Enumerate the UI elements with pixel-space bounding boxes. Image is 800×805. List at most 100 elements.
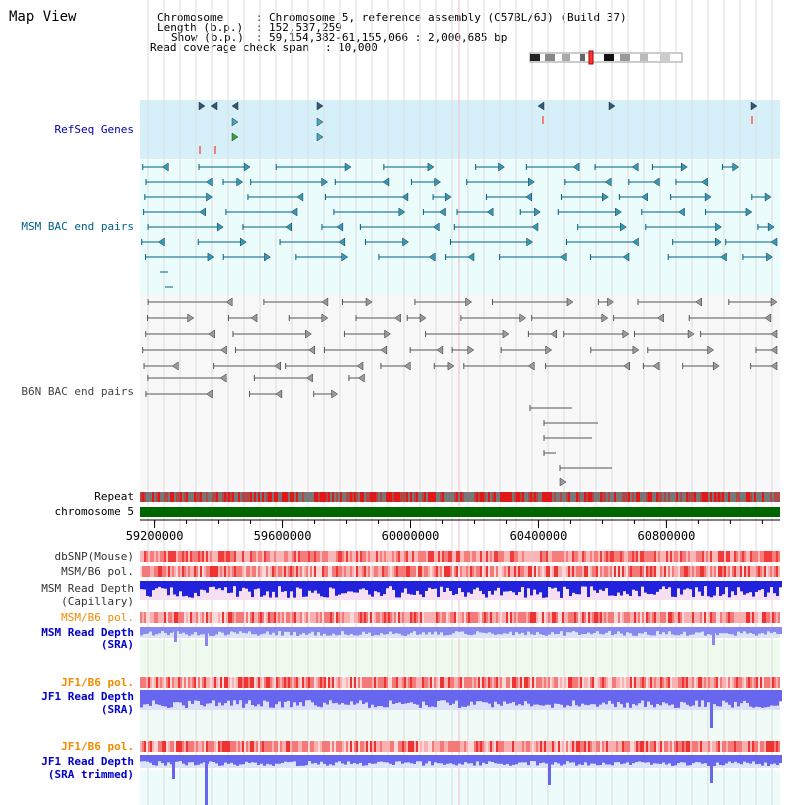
msm-b6-pol2-heat-cell: [216, 612, 218, 623]
msm-sra-depth-bar: [524, 627, 527, 636]
msm-bac-feature-arrow: [206, 192, 213, 202]
repeat-segment: [464, 492, 466, 502]
msm-cap-depth-bar: [356, 581, 359, 593]
jf1-sra-depth-bar: [287, 690, 290, 701]
b6n-bac-feature-arrow: [403, 361, 411, 371]
jf1-b6-pol2-heat-cell: [168, 741, 170, 752]
msm-b6-pol2-heat-cell: [586, 612, 588, 623]
dbsnp-heat-cell: [366, 551, 368, 562]
dbsnp-heat-cell: [410, 551, 412, 562]
jf1-trim-depth-bar: [452, 755, 455, 765]
msm-sra-depth-bar: [476, 627, 479, 632]
msm-sra-depth-bar: [761, 627, 764, 634]
msm-sra-depth-bar: [446, 627, 449, 636]
msm-bac-feature-arrow: [572, 162, 580, 172]
jf1-trim-depth-bar: [689, 755, 692, 766]
b6n-bac-feature-arrow: [436, 345, 444, 355]
jf1-sra-depth-bar: [326, 690, 329, 705]
jf1-b6-pol-heat-cell: [380, 677, 382, 688]
msm-b6-pol2-heat-cell: [494, 612, 496, 623]
jf1-b6-pol2-heat-cell: [712, 741, 714, 752]
jf1-trim-depth-bar: [242, 755, 245, 765]
msm-b6-pol-heat-cell: [254, 566, 256, 577]
jf1-b6-pol-heat-cell: [254, 677, 256, 688]
repeat-segment: [166, 492, 168, 502]
msm-b6-pol-heat-cell: [676, 566, 678, 577]
jf1-b6-pol-heat-cell: [738, 677, 740, 688]
repeat-segment: [394, 492, 396, 502]
msm-b6-pol2-heat-cell: [404, 612, 406, 623]
jf1-b6-pol2-heat-cell: [576, 741, 578, 752]
repeat-segment: [142, 492, 144, 502]
msm-cap-depth-bar: [647, 581, 650, 595]
msm-sra-depth-bar: [479, 627, 482, 633]
msm-b6-pol-heat-cell: [746, 566, 748, 577]
repeat-segment: [538, 492, 540, 502]
msm-cap-depth-bar: [350, 581, 353, 592]
jf1-sra-depth-bar: [605, 690, 608, 705]
jf1-trim-depth-bar: [191, 755, 194, 763]
jf1-trim-depth-bar-spike: [172, 755, 175, 779]
msm-b6-pol2-heat-cell: [324, 612, 326, 623]
repeat-segment: [536, 492, 538, 502]
msm-b6-pol-heat-cell: [542, 566, 544, 577]
msm-b6-pol2-heat-cell: [274, 612, 276, 623]
repeat-segment: [690, 492, 692, 502]
jf1-b6-pol2-heat-cell: [506, 741, 508, 752]
jf1-b6-pol-heat-cell: [352, 677, 354, 688]
msm-sra-depth-bar: [347, 627, 350, 636]
jf1-trim-depth-bar: [332, 755, 335, 766]
jf1-trim-depth-bar: [767, 755, 770, 766]
dbsnp-heat-cell: [698, 551, 700, 562]
dbsnp-heat-cell: [450, 551, 452, 562]
jf1-b6-pol2-heat-cell: [552, 741, 554, 752]
msm-cap-depth-bar: [566, 581, 569, 589]
msm-b6-pol-heat-cell: [276, 566, 278, 577]
jf1-b6-pol-heat-cell: [304, 677, 306, 688]
msm-cap-depth-bar: [440, 581, 443, 587]
label-chromosome: chromosome 5: [54, 505, 134, 518]
repeat-segment: [560, 492, 562, 502]
msm-b6-pol2-heat-cell: [288, 612, 290, 623]
msm-cap-depth-bar: [197, 581, 200, 597]
msm-bac-feature-arrow: [498, 162, 505, 172]
msm-b6-pol2-heat-cell: [656, 612, 658, 623]
dbsnp-heat-cell: [656, 551, 658, 562]
msm-b6-pol-heat-cell: [500, 566, 502, 577]
msm-sra-depth-bar: [482, 627, 485, 633]
jf1-trim-depth-bar: [152, 755, 155, 766]
msm-sra-depth-bar: [281, 627, 284, 636]
msm-sra-depth-bar: [230, 627, 233, 632]
msm-sra-depth-bar: [716, 627, 719, 636]
jf1-b6-pol-heat-cell: [776, 677, 778, 688]
jf1-sra-depth-bar: [467, 690, 470, 706]
msm-b6-pol2-heat-cell: [252, 612, 254, 623]
msm-cap-depth-bar: [227, 581, 230, 594]
jf1-sra-depth-bar: [371, 690, 374, 705]
b6n-bac-feature-arrow: [308, 345, 316, 355]
repeat-segment: [400, 492, 402, 502]
msm-b6-pol-heat-cell: [530, 566, 532, 577]
jf1-sra-depth-bar: [479, 690, 482, 702]
jf1-b6-pol-heat-cell: [232, 677, 234, 688]
repeat-segment: [656, 492, 658, 502]
jf1-b6-pol-heat-cell: [366, 677, 368, 688]
jf1-b6-pol-heat-cell: [470, 677, 472, 688]
jf1-b6-pol2-heat-cell: [422, 741, 424, 752]
jf1-sra-depth-bar: [293, 690, 296, 703]
msm-cap-depth-bar: [545, 581, 548, 598]
dbsnp-heat-cell: [432, 551, 434, 562]
repeat-segment: [480, 492, 482, 502]
jf1-sra-depth-bar: [167, 690, 170, 708]
jf1-trim-depth-bar: [668, 755, 671, 764]
msm-cap-depth-bar: [632, 581, 635, 590]
msm-b6-pol2-heat-cell: [398, 612, 400, 623]
jf1-b6-pol2-heat-cell: [766, 741, 768, 752]
msm-b6-pol-heat-cell: [766, 566, 768, 577]
jf1-b6-pol2-heat-cell: [152, 741, 154, 752]
dbsnp-heat-cell: [250, 551, 252, 562]
repeat-segment: [320, 492, 322, 502]
dbsnp-heat-cell: [680, 551, 682, 562]
msm-sra-depth-bar: [467, 627, 470, 635]
